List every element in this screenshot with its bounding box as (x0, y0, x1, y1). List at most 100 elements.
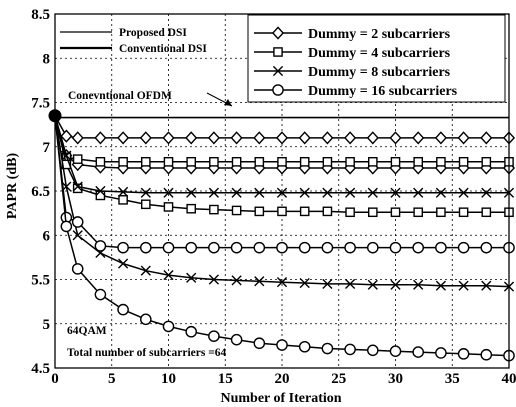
data-point-x (322, 187, 333, 198)
ofdm-arrow-head (224, 99, 232, 106)
data-point-square (413, 156, 424, 167)
data-point-x (367, 279, 378, 290)
legend-label-dummy-8: Dummy = 8 subcarriers (308, 65, 451, 80)
legend-marker-x (272, 65, 284, 77)
data-point-square (186, 156, 197, 167)
data-point-square (277, 156, 287, 167)
tick-labels: 0 5 10 15 20 25 30 35 40 4.5 5 5.5 6 6.5 7 7.5 8 8.5 (31, 7, 516, 387)
series-line (54, 115, 509, 169)
data-point-diamond (412, 131, 425, 145)
data-point-x (276, 187, 288, 198)
data-point-x (208, 274, 219, 285)
data-point-square (345, 207, 355, 218)
x-tick-label: 5 (108, 371, 116, 387)
data-point-diamond (185, 131, 198, 145)
data-point-circle (162, 320, 175, 333)
data-point-x (345, 187, 356, 198)
data-point-circle (435, 347, 447, 359)
data-point-square (458, 156, 469, 167)
data-point-circle (457, 348, 470, 360)
x-axis-label: Number of Iteration (220, 391, 341, 406)
data-point-square (72, 154, 83, 164)
data-point-circle (457, 241, 470, 254)
data-point-x (458, 187, 469, 198)
data-point-diamond (344, 131, 357, 145)
data-point-circle (298, 340, 311, 353)
note-modulation: 64QAM (67, 325, 107, 337)
data-point-circle (94, 240, 107, 252)
data-point-diamond (298, 131, 311, 145)
data-point-square (95, 190, 106, 201)
data-point-x (254, 276, 265, 287)
data-point-diamond (139, 131, 152, 145)
data-point-circle (139, 241, 152, 254)
series-line (54, 115, 510, 357)
y-tick-label: 6 (43, 228, 51, 244)
data-point-circle (412, 346, 425, 358)
legend-marker-square (273, 47, 283, 57)
data-point-circle (230, 333, 243, 346)
data-point-x (481, 280, 492, 291)
y-tick-label: 6.5 (31, 184, 50, 200)
data-point-diamond (321, 131, 334, 145)
data-point-circle (208, 241, 220, 254)
y-tick-label: 8.5 (31, 7, 50, 23)
data-point-x (95, 185, 106, 197)
data-point-x (276, 277, 288, 288)
data-point-square (140, 199, 151, 210)
legend-label-dummy-4: Dummy = 4 subcarriers (308, 46, 451, 61)
data-point-square (322, 156, 333, 167)
data-point-square (254, 206, 265, 217)
data-point-x (72, 181, 83, 192)
ofdm-annotation: Conevntional OFDM (68, 90, 233, 107)
series-x (54, 115, 515, 198)
x-tick-label: 30 (388, 371, 403, 387)
data-point-circle (321, 241, 334, 254)
data-point-circle (276, 339, 288, 351)
x-tick-label: 35 (445, 371, 460, 387)
data-point-x (435, 187, 446, 198)
data-point-square (277, 206, 287, 217)
data-point-square (231, 205, 242, 216)
data-point-square (390, 207, 401, 218)
data-point-circle (117, 241, 129, 254)
data-point-square (345, 156, 355, 167)
data-point-square (118, 156, 128, 167)
data-point-x (163, 269, 174, 281)
y-tick-label: 5.5 (31, 273, 50, 289)
data-point-diamond (457, 131, 470, 145)
data-point-square (95, 156, 106, 167)
data-point-circle (366, 241, 379, 254)
series-line (54, 115, 510, 288)
data-point-diamond (389, 131, 402, 145)
data-point-x (118, 186, 129, 197)
data-point-x (481, 187, 492, 198)
data-point-square (163, 202, 174, 212)
data-point-diamond (253, 131, 266, 145)
data-point-square (368, 207, 378, 218)
series-diamond (54, 115, 516, 145)
data-point-circle (94, 288, 107, 301)
data-point-x (163, 187, 174, 198)
legend-marker-diamond (271, 26, 285, 40)
data-point-diamond (94, 131, 107, 145)
legend-label-proposed: Proposed DSI (119, 27, 187, 39)
data-point-circle (435, 241, 447, 254)
data-point-x (72, 230, 83, 241)
x-tick-label: 0 (51, 371, 59, 387)
data-point-x (140, 265, 151, 276)
data-point-circle (208, 330, 220, 342)
data-point-circle (276, 241, 288, 254)
data-point-x (458, 280, 469, 291)
data-point-diamond (60, 129, 73, 143)
data-point-x (367, 187, 378, 198)
data-point-square (322, 206, 333, 217)
series-line (54, 115, 509, 213)
series-circle (54, 115, 515, 254)
legend-label-dummy-2: Dummy = 2 subcarriers (308, 27, 451, 42)
data-point-diamond (434, 131, 447, 145)
data-point-circle (389, 241, 402, 254)
data-point-circle (60, 220, 73, 233)
